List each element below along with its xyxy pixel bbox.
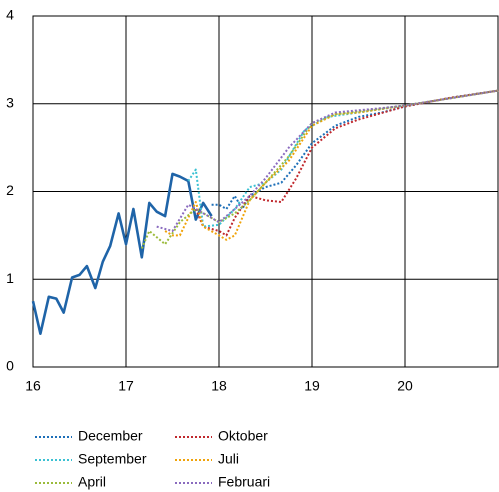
legend-label: Juli — [218, 451, 239, 467]
legend-label: September — [78, 451, 147, 467]
y-tick-label: 4 — [6, 7, 14, 23]
series-line — [31, 172, 213, 335]
legend-label: December — [78, 428, 143, 444]
legend-label: Februari — [218, 474, 270, 490]
y-tick-label: 1 — [6, 270, 14, 286]
series-line — [164, 89, 499, 241]
y-tick-label: 3 — [6, 94, 14, 110]
legend-label: Oktober — [218, 428, 268, 444]
x-tick-label: 20 — [397, 378, 413, 394]
y-tick-label: 2 — [6, 182, 14, 198]
x-tick-label: 19 — [304, 378, 320, 394]
x-tick-label: 16 — [25, 378, 41, 394]
series-line — [140, 89, 499, 249]
x-tick-label: 17 — [118, 378, 134, 394]
legend-label: April — [78, 474, 106, 490]
x-tick-label: 18 — [211, 378, 227, 394]
series-line — [194, 89, 499, 237]
y-tick-label: 0 — [6, 358, 14, 374]
plot-frame — [32, 15, 499, 368]
